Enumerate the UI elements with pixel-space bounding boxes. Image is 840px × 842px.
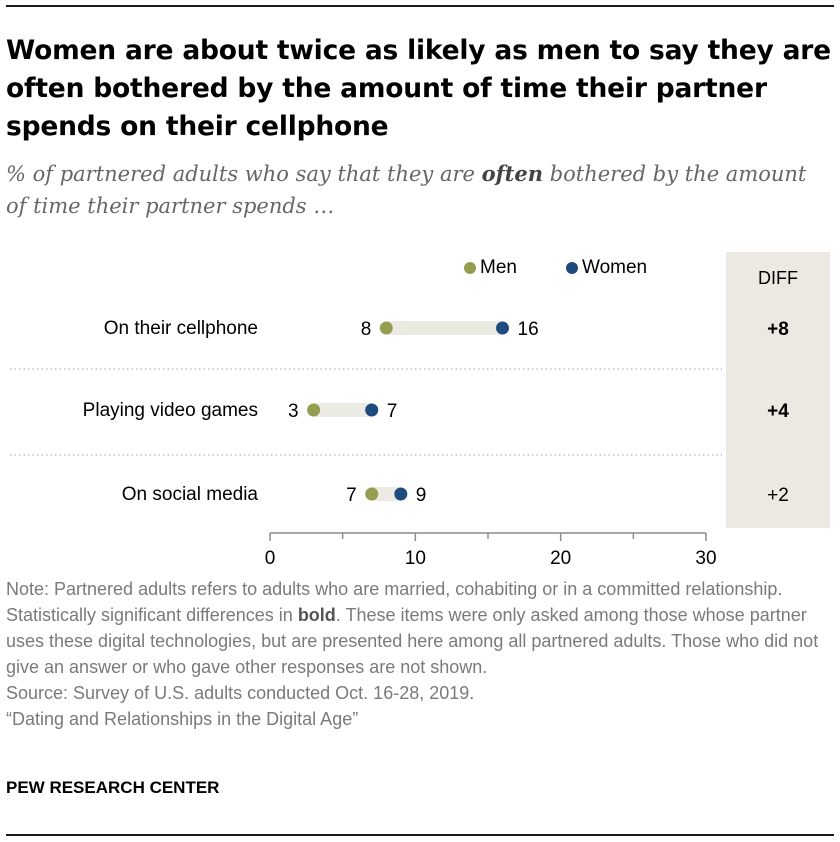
category-label: Playing video games	[83, 400, 258, 421]
report-title: “Dating and Relationships in the Digital…	[6, 709, 359, 729]
men-value-label: 8	[361, 319, 372, 340]
women-dot	[394, 487, 408, 501]
subtitle-text: % of partnered adults who say that they …	[6, 162, 482, 186]
brand-label: PEW RESEARCH CENTER	[6, 778, 220, 797]
legend-label-men: Men	[480, 257, 517, 278]
diff-panel	[726, 252, 830, 528]
men-value-label: 3	[288, 401, 299, 422]
diff-value: +4	[767, 401, 789, 422]
men-dot	[307, 403, 321, 417]
range-bar	[371, 487, 401, 501]
range-bar	[386, 321, 503, 335]
women-value-label: 7	[387, 401, 398, 422]
note-text-start: Note: Partnered adults refers to adults …	[6, 579, 783, 625]
top-rule	[6, 5, 834, 7]
women-value-label: 16	[518, 319, 539, 340]
note-text: Note: Partnered adults refers to adults …	[6, 576, 834, 680]
x-tick-label: 0	[265, 548, 276, 569]
bottom-rule	[6, 834, 834, 836]
chart-title: Women are about twice as likely as men t…	[6, 35, 831, 142]
diff-header: DIFF	[758, 268, 798, 288]
x-tick-label: 20	[550, 548, 571, 569]
men-value-label: 7	[346, 485, 357, 506]
men-dot	[365, 487, 379, 501]
x-tick-label: 30	[695, 548, 716, 569]
diff-value: +8	[767, 319, 789, 340]
diff-value: +2	[767, 485, 789, 506]
subtitle-emphasis: often	[481, 161, 544, 186]
x-tick-label: 10	[405, 548, 426, 569]
source-text: Source: Survey of U.S. adults conducted …	[6, 683, 475, 703]
note-text-end: . These items were only asked among thos…	[6, 605, 819, 677]
subtitle-text-end: bothered by the amount of time their par…	[6, 162, 807, 218]
men-dot	[379, 321, 393, 335]
women-dot	[365, 403, 379, 417]
category-label: On their cellphone	[104, 318, 258, 339]
dot-plot-chart: DIFF Men Women On their cellphone 8 16 +8 Playi…	[10, 252, 830, 569]
category-label: On social media	[122, 484, 259, 505]
women-value-label: 9	[416, 485, 427, 506]
chart-subtitle: % of partnered adults who say that they …	[6, 158, 826, 222]
legend-marker-women	[566, 262, 578, 274]
legend-label-women: Women	[582, 257, 647, 278]
note-bold-word: bold	[297, 605, 336, 625]
range-bar	[313, 403, 372, 417]
women-dot	[496, 321, 510, 335]
chart-notes: Note: Partnered adults refers to adults …	[6, 576, 834, 732]
legend-marker-men	[464, 262, 476, 274]
